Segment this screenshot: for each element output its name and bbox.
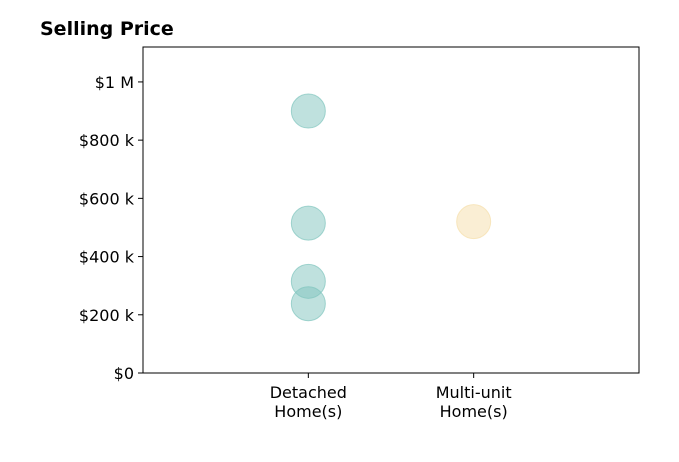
y-tick-label: $200 k: [79, 306, 135, 325]
data-points: [290, 93, 492, 322]
x-tick-label: Multi-unit: [436, 383, 512, 402]
y-tick-label: $800 k: [79, 131, 135, 150]
data-point: [290, 93, 326, 129]
y-tick-label: $600 k: [79, 189, 135, 208]
y-tick-label: $400 k: [79, 248, 135, 267]
data-point: [456, 204, 492, 240]
plot-frame: [142, 46, 640, 374]
data-point: [290, 205, 326, 241]
x-tick-label: Detached: [270, 383, 347, 402]
y-tick-label: $0: [114, 364, 134, 383]
chart-title: Selling Price: [40, 18, 174, 40]
y-tick-label: $1 M: [95, 73, 134, 92]
x-tick-label: Home(s): [440, 402, 508, 421]
data-point: [290, 286, 326, 322]
y-axis: $0 $200 k $400 k $600 k $800 k $1 M: [79, 73, 143, 383]
x-tick-label: Home(s): [274, 402, 342, 421]
